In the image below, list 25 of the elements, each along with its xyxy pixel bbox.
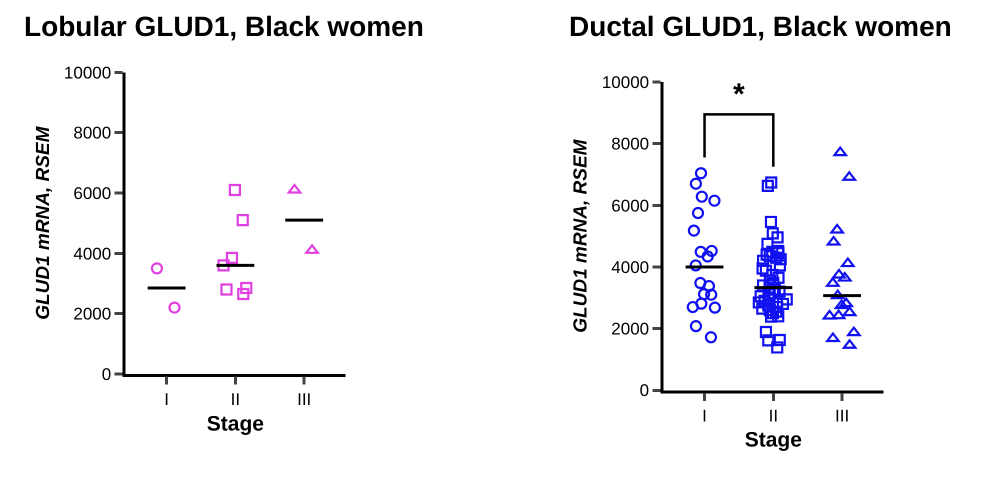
y-tick-label: 10000 xyxy=(64,63,112,82)
x-tick-label: II xyxy=(230,390,240,410)
y-tick-label: 4000 xyxy=(611,258,650,277)
y-tick-label: 0 xyxy=(640,381,650,400)
y-tick-label: 8000 xyxy=(73,124,112,143)
y-tick-label: 10000 xyxy=(602,72,650,92)
y-tick-label: 6000 xyxy=(73,184,112,203)
x-tick-label: II xyxy=(768,406,778,426)
y-tick-label: 4000 xyxy=(73,244,112,264)
x-tick-label: I xyxy=(702,406,707,426)
y-axis-title: GLUD1 mRNA, RSEM xyxy=(32,125,54,320)
y-tick-label: 8000 xyxy=(611,134,650,154)
x-tick-label: III xyxy=(297,390,312,410)
chart-title: Lobular GLUD1, Black women xyxy=(24,11,424,42)
y-tick-label: 0 xyxy=(102,364,112,384)
annotation: * xyxy=(733,78,745,111)
x-tick-label: III xyxy=(835,406,850,426)
y-tick-label: 2000 xyxy=(73,304,112,324)
y-tick-label: 6000 xyxy=(611,196,650,216)
x-axis-title: Stage xyxy=(206,412,264,436)
x-tick-label: I xyxy=(164,390,169,410)
x-axis-title: Stage xyxy=(744,428,802,452)
y-tick-label: 2000 xyxy=(611,320,650,339)
chart-title: Ductal GLUD1, Black women xyxy=(569,11,952,42)
y-axis-title: GLUD1 mRNA, RSEM xyxy=(570,138,592,333)
